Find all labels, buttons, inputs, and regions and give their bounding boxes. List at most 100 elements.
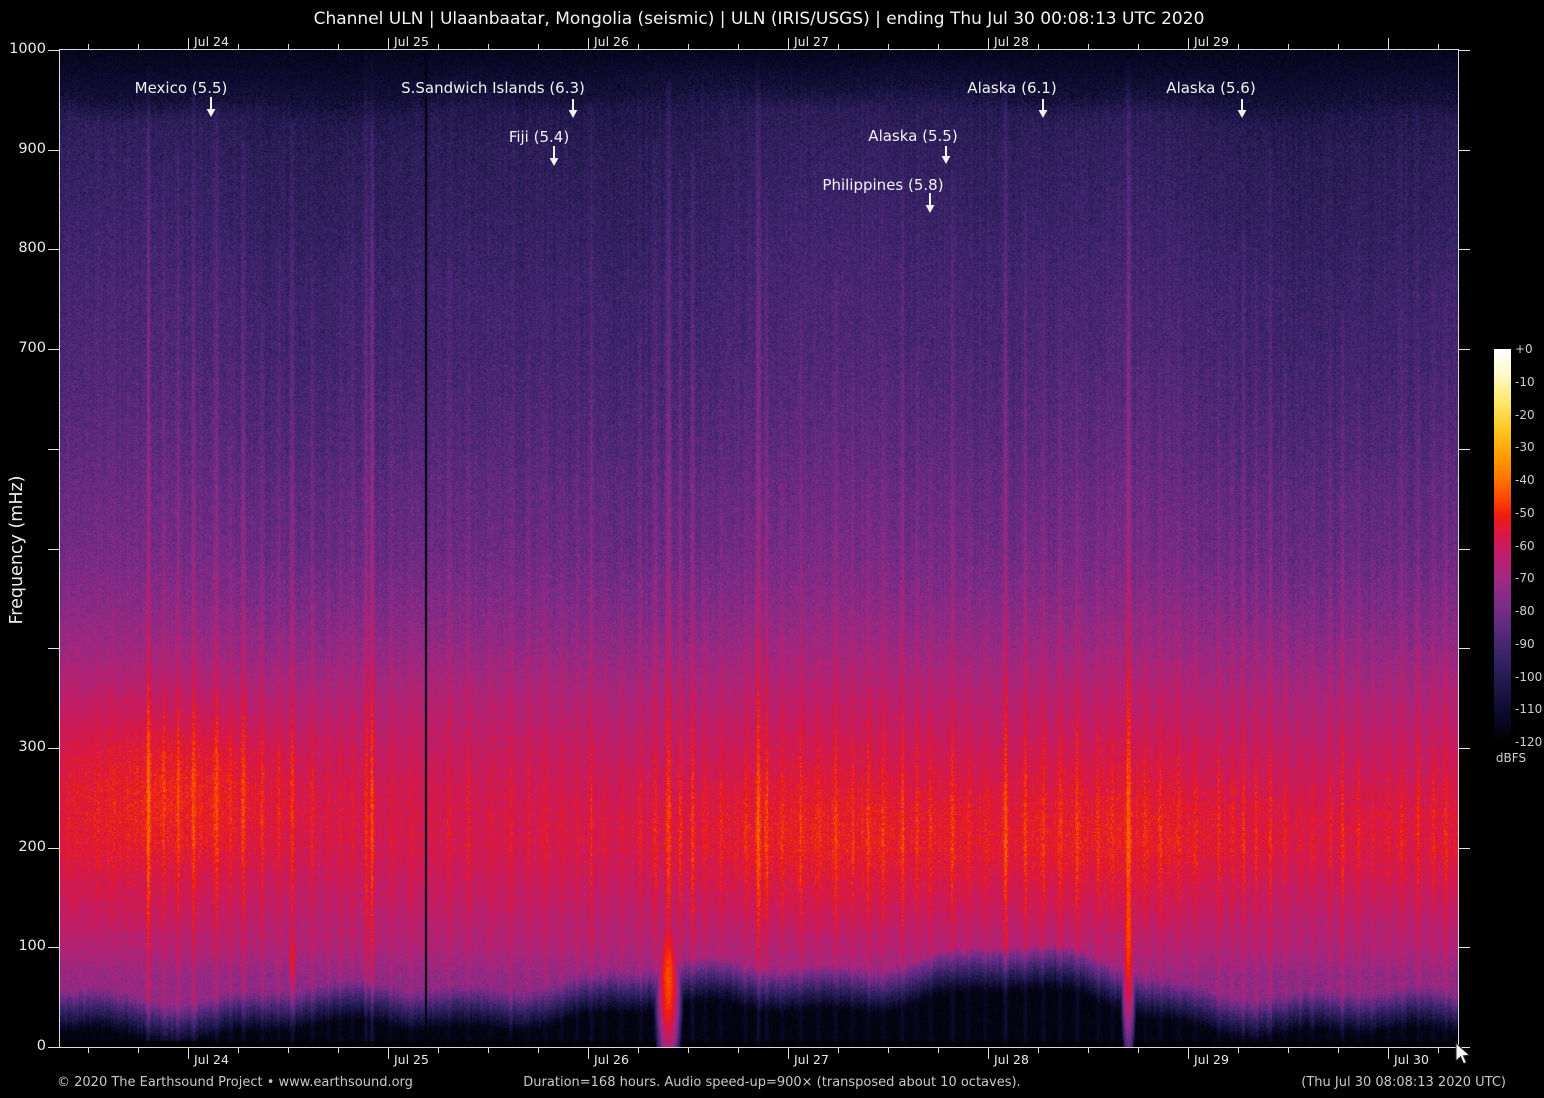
y-tick-right bbox=[1459, 349, 1470, 350]
x-major-tick-top bbox=[988, 38, 989, 49]
mouse-cursor-icon bbox=[1455, 1042, 1471, 1065]
colorbar-tick-label: -70 bbox=[1515, 571, 1535, 586]
x-minor-tick-top bbox=[1038, 44, 1039, 49]
x-major-tick-top bbox=[388, 38, 389, 49]
earthquake-label: Alaska (6.1) bbox=[967, 79, 1057, 97]
x-minor-tick-bottom bbox=[488, 1048, 489, 1053]
earthquake-label: Alaska (5.5) bbox=[868, 127, 958, 145]
x-minor-tick-top bbox=[238, 44, 239, 49]
x-major-tick-bottom bbox=[1388, 1048, 1389, 1059]
colorbar bbox=[1494, 349, 1511, 742]
annotation-arrow-icon bbox=[206, 97, 216, 117]
y-tick-right bbox=[1459, 549, 1470, 550]
x-major-tick-bottom bbox=[388, 1048, 389, 1059]
x-minor-tick-bottom bbox=[538, 1048, 539, 1053]
colorbar-unit-label: dBFS bbox=[1495, 751, 1527, 765]
x-minor-tick-top bbox=[638, 44, 639, 49]
annotation-arrow-icon bbox=[1237, 99, 1247, 118]
x-minor-tick-bottom bbox=[238, 1048, 239, 1053]
x-minor-tick-bottom bbox=[1238, 1048, 1239, 1053]
y-tick-label: 200 bbox=[18, 839, 46, 855]
x-tick-label-top: Jul 25 bbox=[394, 34, 429, 49]
x-minor-tick-bottom bbox=[1288, 1048, 1289, 1053]
x-minor-tick-bottom bbox=[288, 1048, 289, 1053]
y-tick-right bbox=[1459, 748, 1470, 749]
x-major-tick-bottom bbox=[1188, 1048, 1189, 1059]
y-tick-left bbox=[48, 549, 59, 550]
x-tick-label-bottom: Jul 29 bbox=[1194, 1052, 1229, 1067]
x-major-tick-top bbox=[588, 38, 589, 49]
y-tick-label: 300 bbox=[18, 739, 46, 755]
x-tick-label-top: Jul 26 bbox=[594, 34, 629, 49]
x-minor-tick-top bbox=[1088, 44, 1089, 49]
y-tick-left bbox=[48, 349, 59, 350]
spectrogram-plot-area bbox=[59, 49, 1459, 1048]
y-axis-title: Frequency (mHz) bbox=[7, 475, 27, 625]
x-tick-label-top: Jul 29 bbox=[1194, 34, 1229, 49]
y-tick-label: 1000 bbox=[9, 41, 46, 57]
x-major-tick-bottom bbox=[788, 1048, 789, 1059]
earthquake-label: Mexico (5.5) bbox=[134, 79, 228, 97]
x-minor-tick-bottom bbox=[438, 1048, 439, 1053]
x-minor-tick-top bbox=[438, 44, 439, 49]
x-minor-tick-top bbox=[1138, 44, 1139, 49]
annotation-arrow-icon bbox=[925, 193, 935, 213]
y-tick-left bbox=[48, 249, 59, 250]
y-tick-left bbox=[48, 848, 59, 849]
annotation-arrow-icon bbox=[568, 99, 578, 118]
x-minor-tick-top bbox=[838, 44, 839, 49]
y-tick-right bbox=[1459, 848, 1470, 849]
x-minor-tick-bottom bbox=[88, 1048, 89, 1053]
colorbar-tick-label: -20 bbox=[1515, 407, 1535, 422]
x-minor-tick-bottom bbox=[938, 1048, 939, 1053]
x-minor-tick-bottom bbox=[1338, 1048, 1339, 1053]
colorbar-tick-label: -50 bbox=[1515, 505, 1535, 520]
x-tick-label-top: Jul 28 bbox=[994, 34, 1029, 49]
y-tick-left bbox=[48, 648, 59, 649]
earthquake-label: Alaska (5.6) bbox=[1166, 79, 1256, 97]
y-tick-left bbox=[48, 748, 59, 749]
colorbar-tick-label: -90 bbox=[1515, 636, 1535, 651]
y-tick-right bbox=[1459, 648, 1470, 649]
x-minor-tick-top bbox=[888, 44, 889, 49]
colorbar-tick-label: -30 bbox=[1515, 440, 1535, 455]
y-tick-right bbox=[1459, 50, 1470, 51]
x-tick-label-top: Jul 24 bbox=[194, 34, 229, 49]
x-major-tick-top bbox=[1188, 38, 1189, 49]
spectrogram-canvas bbox=[60, 50, 1458, 1047]
colorbar-tick-label: -40 bbox=[1515, 473, 1535, 487]
x-minor-tick-bottom bbox=[1138, 1048, 1139, 1053]
footer-duration: Duration=168 hours. Audio speed-up=900× … bbox=[523, 1075, 1021, 1090]
x-tick-label-bottom: Jul 28 bbox=[994, 1052, 1029, 1067]
annotation-arrow-icon bbox=[549, 146, 559, 166]
y-tick-label: 700 bbox=[18, 340, 46, 356]
x-minor-tick-bottom bbox=[1038, 1048, 1039, 1053]
earthquake-label: Philippines (5.8) bbox=[822, 176, 944, 194]
x-major-tick-bottom bbox=[188, 1048, 189, 1059]
colorbar-tick-label: -80 bbox=[1515, 604, 1535, 618]
colorbar-tick-label: -60 bbox=[1515, 538, 1535, 553]
x-tick-label-top: Jul 27 bbox=[794, 34, 829, 49]
colorbar-tick-label: -120 bbox=[1515, 735, 1543, 749]
x-minor-tick-bottom bbox=[138, 1048, 139, 1053]
y-tick-right bbox=[1459, 1047, 1470, 1048]
x-minor-tick-top bbox=[1238, 44, 1239, 49]
y-tick-left bbox=[48, 449, 59, 450]
y-tick-label: 100 bbox=[18, 938, 46, 954]
x-minor-tick-top bbox=[338, 44, 339, 49]
x-minor-tick-top bbox=[738, 44, 739, 49]
y-tick-left bbox=[48, 1047, 59, 1048]
y-tick-label: 0 bbox=[36, 1038, 46, 1054]
footer-local-time: (Thu Jul 30 08:08:13 2020 UTC) bbox=[1301, 1075, 1506, 1090]
footer-copyright: © 2020 The Earthsound Project • www.eart… bbox=[57, 1075, 413, 1090]
x-minor-tick-bottom bbox=[838, 1048, 839, 1053]
colorbar-tick-label: +0 bbox=[1515, 342, 1533, 356]
colorbar-tick-label: -100 bbox=[1515, 669, 1543, 684]
x-major-tick-top bbox=[788, 38, 789, 49]
x-minor-tick-top bbox=[1338, 44, 1339, 49]
x-minor-tick-top bbox=[938, 44, 939, 49]
earthquake-label: S.Sandwich Islands (6.3) bbox=[401, 79, 585, 97]
y-tick-label: 900 bbox=[18, 141, 46, 157]
x-minor-tick-bottom bbox=[688, 1048, 689, 1053]
